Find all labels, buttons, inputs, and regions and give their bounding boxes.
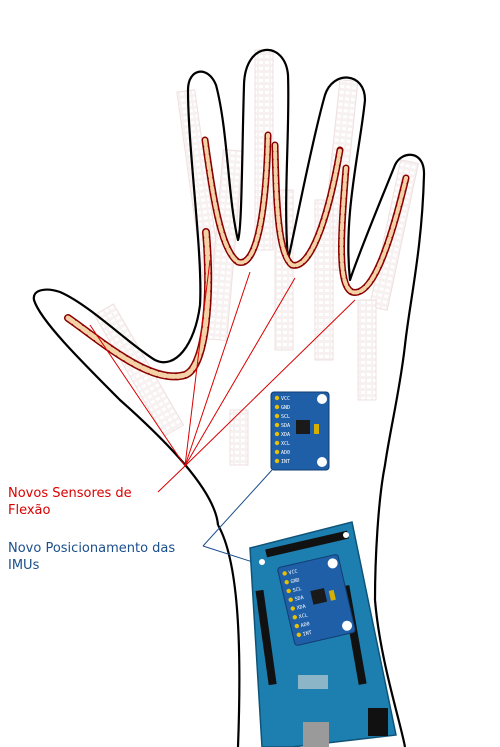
imu-pin-label: XDA: [296, 604, 306, 612]
imu-pin-label: SCL: [281, 414, 290, 420]
imu-pin-label: SDA: [294, 595, 304, 603]
imu-pin-label: XCL: [281, 441, 290, 447]
old-sensor-strips: [93, 49, 419, 466]
imu-position-label-line1: Novo Posicionamento das: [8, 541, 176, 556]
new-flex-sensors: [64, 131, 410, 381]
flex-sensor-thumb: [64, 228, 213, 381]
flex-sensor-middle: [271, 141, 344, 269]
imu-board-arduino: VCC GND SCL SDA XDA XCL AD0 INT: [277, 554, 356, 646]
imu-board-hand: VCC GND SCL SDA XDA XCL AD0 INT: [270, 391, 330, 471]
imu-pin-label: VCC: [281, 396, 290, 402]
imu-pin-label: VCC: [288, 569, 298, 577]
imu-pin-label: XCL: [298, 612, 308, 620]
wrist-right-outline: [373, 599, 407, 747]
flex-sensors-label-line1: Novos Sensores de: [8, 486, 132, 501]
imu-pin-label: INT: [281, 459, 290, 465]
flex-sensors-label: Novos Sensores de Flexão: [8, 485, 132, 519]
flex-leader-lines: [89, 259, 356, 493]
imu-pin-label: SCL: [292, 586, 302, 594]
imu-pin-label: GND: [290, 577, 300, 585]
imu-pin-label: SDA: [281, 423, 290, 429]
imu-pin-label: INT: [302, 630, 312, 638]
imu-pin-label: XDA: [281, 432, 290, 438]
imu-pin-label: GND: [281, 405, 290, 411]
imu-pin-label: AD0: [300, 621, 310, 629]
imu-pins: [274, 395, 280, 464]
imu-position-label-line2: IMUs: [8, 558, 40, 573]
hand-outline: [32, 48, 426, 601]
imu-pin-label: AD0: [281, 450, 290, 456]
imu-position-label: Novo Posicionamento das IMUs: [8, 540, 175, 574]
flex-sensor-ring: [338, 164, 410, 296]
flex-sensors-label-line2: Flexão: [8, 503, 51, 518]
flex-sensor-index: [201, 131, 272, 266]
wrist-left-outline: [217, 524, 241, 747]
